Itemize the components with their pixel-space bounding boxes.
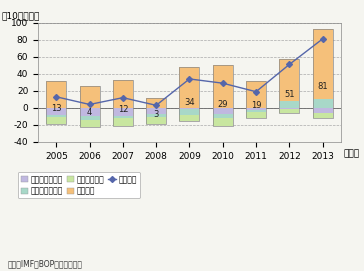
Bar xyxy=(279,59,299,101)
Text: 19: 19 xyxy=(251,101,261,110)
Bar xyxy=(146,98,166,124)
Bar xyxy=(80,120,100,127)
Bar xyxy=(179,115,199,121)
Bar xyxy=(146,108,166,114)
Bar xyxy=(313,99,333,108)
Text: 81: 81 xyxy=(317,82,328,91)
Bar xyxy=(80,108,100,116)
Text: 資料：IMF「BOP」から作成。: 資料：IMF「BOP」から作成。 xyxy=(7,259,82,268)
Bar xyxy=(246,112,266,118)
Bar xyxy=(213,118,233,126)
Bar xyxy=(80,86,100,108)
Bar xyxy=(213,108,233,114)
Bar xyxy=(179,109,199,115)
Text: 34: 34 xyxy=(184,98,195,107)
Bar xyxy=(146,98,166,108)
Text: 12: 12 xyxy=(118,105,128,114)
Bar xyxy=(179,108,199,109)
Bar xyxy=(313,29,333,118)
Bar xyxy=(246,82,266,108)
Legend: 第二次所得収支, 第一次所得収支, サービス収支, 貿易収支, 経常収支: 第二次所得収支, 第一次所得収支, サービス収支, 貿易収支, 経常収支 xyxy=(17,172,140,198)
Text: （10億ドル）: （10億ドル） xyxy=(2,11,40,20)
Bar xyxy=(80,86,100,127)
Bar xyxy=(279,109,299,113)
Bar xyxy=(113,80,133,108)
Bar xyxy=(113,80,133,126)
Bar xyxy=(46,115,66,117)
Text: 51: 51 xyxy=(284,90,294,99)
Bar xyxy=(113,115,133,118)
Bar xyxy=(46,117,66,124)
Bar xyxy=(246,110,266,112)
Bar xyxy=(179,67,199,121)
Bar xyxy=(80,116,100,120)
Bar xyxy=(246,82,266,118)
Bar xyxy=(213,65,233,126)
Bar xyxy=(46,81,66,108)
Bar xyxy=(279,101,299,108)
Bar xyxy=(213,114,233,118)
Text: 3: 3 xyxy=(154,110,159,119)
Bar xyxy=(213,65,233,108)
Text: 29: 29 xyxy=(217,100,228,109)
Bar xyxy=(146,114,166,117)
Text: 4: 4 xyxy=(87,108,92,117)
Bar xyxy=(113,108,133,115)
Bar xyxy=(313,113,333,118)
Text: 13: 13 xyxy=(51,104,62,113)
Bar xyxy=(179,67,199,108)
Bar xyxy=(279,108,299,109)
Bar xyxy=(279,59,299,113)
Text: （年）: （年） xyxy=(344,149,360,158)
Bar xyxy=(46,81,66,124)
Bar xyxy=(313,29,333,99)
Bar xyxy=(313,108,333,113)
Bar xyxy=(113,118,133,126)
Bar xyxy=(46,108,66,115)
Bar xyxy=(146,117,166,124)
Bar xyxy=(246,108,266,110)
